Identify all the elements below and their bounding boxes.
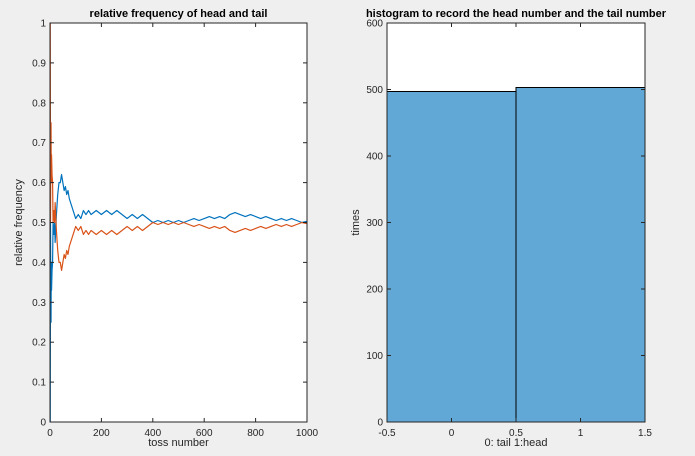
y-tick-label: 0.6: [32, 178, 46, 189]
y-tick-label: 0.3: [32, 298, 46, 309]
y-tick-label: 200: [366, 285, 383, 296]
line-chart-axes: 0 200 400 600 800 1000 0 0.1 0.2 0.3 0.4 0.5 0.6 0.7 0…: [13, 8, 319, 449]
y-tick-label: 0.8: [32, 98, 46, 109]
y-tick-label: 400: [366, 152, 383, 163]
y-tick-label: 0.4: [32, 258, 46, 269]
x-tick-label: -0.5: [378, 428, 396, 439]
x-tick-label: 1.5: [638, 428, 652, 439]
x-tick-label: 1000: [296, 428, 319, 439]
y-tick-label: 300: [366, 218, 383, 229]
bar-layer: [386, 87, 646, 423]
y-axis-label: times: [350, 209, 362, 236]
chart-title: relative frequency of head and tail: [90, 8, 268, 20]
y-tick-label: 0: [377, 418, 383, 429]
y-tick-label: 500: [366, 85, 383, 96]
y-tick-label: 0.2: [32, 338, 46, 349]
x-tick-label: 600: [196, 428, 213, 439]
x-tick-label: 800: [247, 428, 264, 439]
y-tick-label: 1: [40, 19, 46, 30]
y-tick-label: 0.9: [32, 58, 46, 69]
histogram-bar-0: [386, 90, 517, 423]
x-tick-label: 1: [578, 428, 584, 439]
y-tick-label: 100: [366, 351, 383, 362]
y-tick-label: 0: [40, 418, 46, 429]
series-line-2: [49, 22, 308, 271]
y-tick-label: 0.5: [32, 218, 46, 229]
x-axis-label: toss number: [148, 437, 209, 449]
x-tick-label: 400: [144, 428, 161, 439]
y-tick-label: 0.7: [32, 138, 46, 149]
y-tick-label: 0.1: [32, 378, 46, 389]
x-tick-label: 200: [93, 428, 110, 439]
chart-title: histogram to record the head number and …: [366, 8, 667, 20]
x-tick-label: 0: [47, 428, 53, 439]
y-axis-label: relative frequency: [13, 179, 25, 266]
x-axis-label: 0: tail 1:head: [485, 437, 548, 449]
x-tick-label: 0.5: [509, 428, 523, 439]
histogram-bar-1: [515, 87, 646, 423]
plot-area: [50, 23, 307, 422]
series-line-1: [49, 174, 308, 423]
tick-layer: 0 200 400 600 800 1000 0 0.1 0.2 0.3 0.4 0.5 0.6 0.7 0…: [32, 19, 318, 440]
y-tick-label: 600: [366, 19, 383, 30]
series-layer: [49, 22, 308, 423]
x-tick-label: 0: [449, 428, 455, 439]
